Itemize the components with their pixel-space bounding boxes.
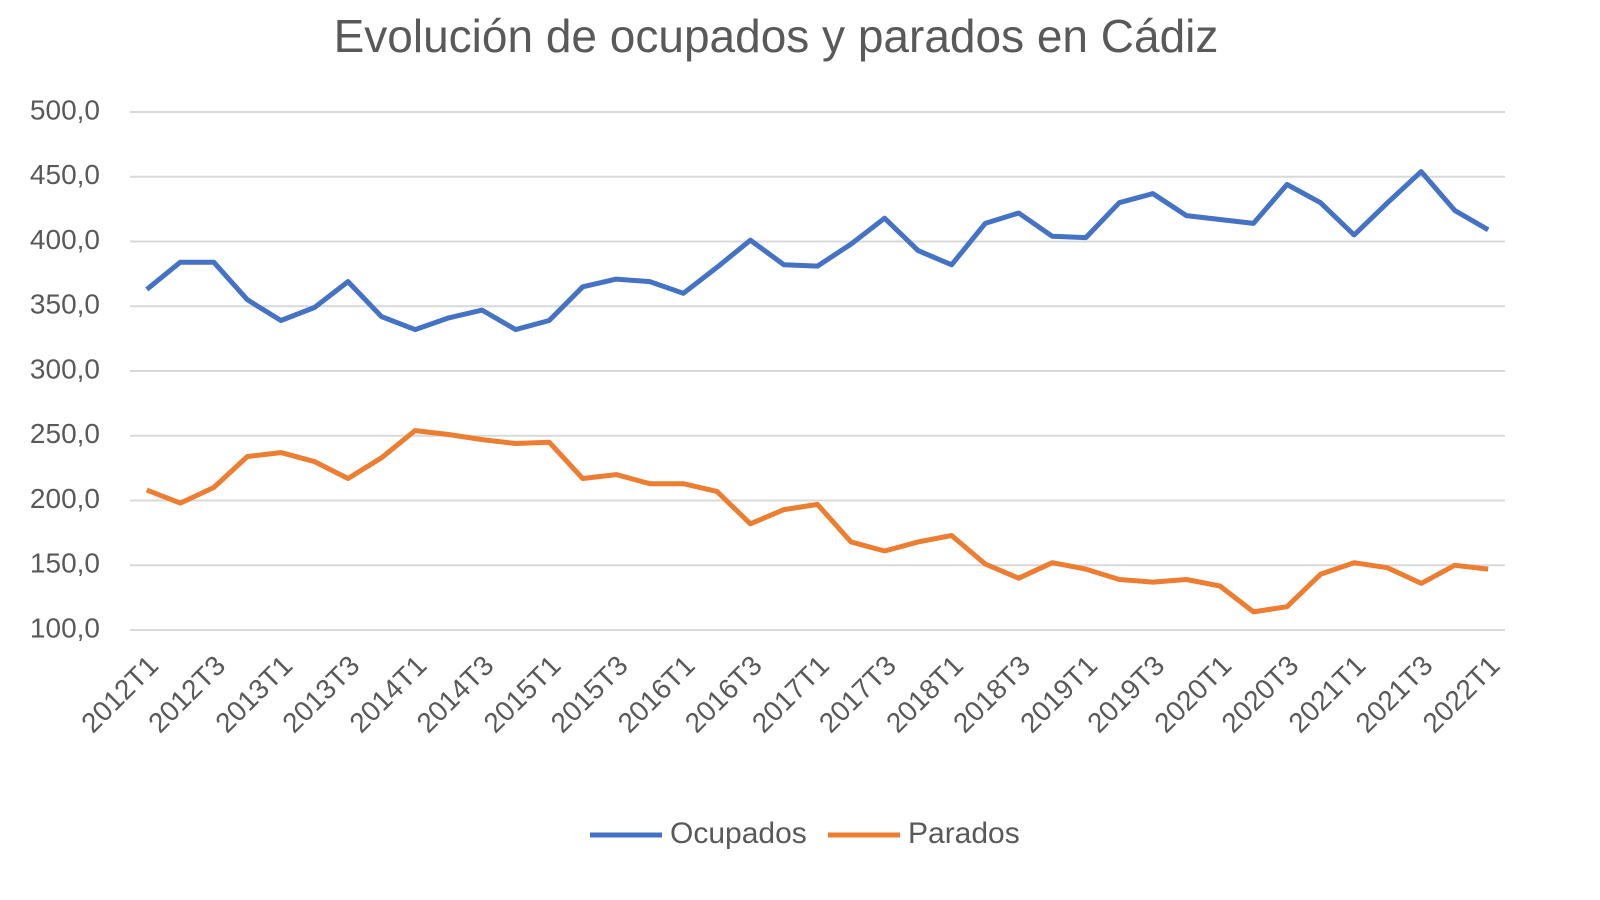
y-tick-label: 400,0 bbox=[30, 224, 100, 255]
y-tick-label: 300,0 bbox=[30, 353, 100, 384]
y-tick-label: 450,0 bbox=[30, 159, 100, 190]
chart-title: Evolución de ocupados y parados en Cádiz bbox=[334, 10, 1219, 62]
data-line bbox=[145, 169, 1490, 333]
y-tick-label: 200,0 bbox=[30, 483, 100, 514]
y-tick-label: 150,0 bbox=[30, 548, 100, 579]
y-tick-label: 500,0 bbox=[30, 94, 100, 125]
y-tick-label: 350,0 bbox=[30, 289, 100, 320]
y-tick-label: 250,0 bbox=[30, 418, 100, 449]
y-tick-label: 100,0 bbox=[30, 612, 100, 643]
legend-label: Ocupados bbox=[670, 817, 807, 850]
legend-label: Parados bbox=[908, 817, 1020, 850]
data-line bbox=[145, 428, 1489, 615]
